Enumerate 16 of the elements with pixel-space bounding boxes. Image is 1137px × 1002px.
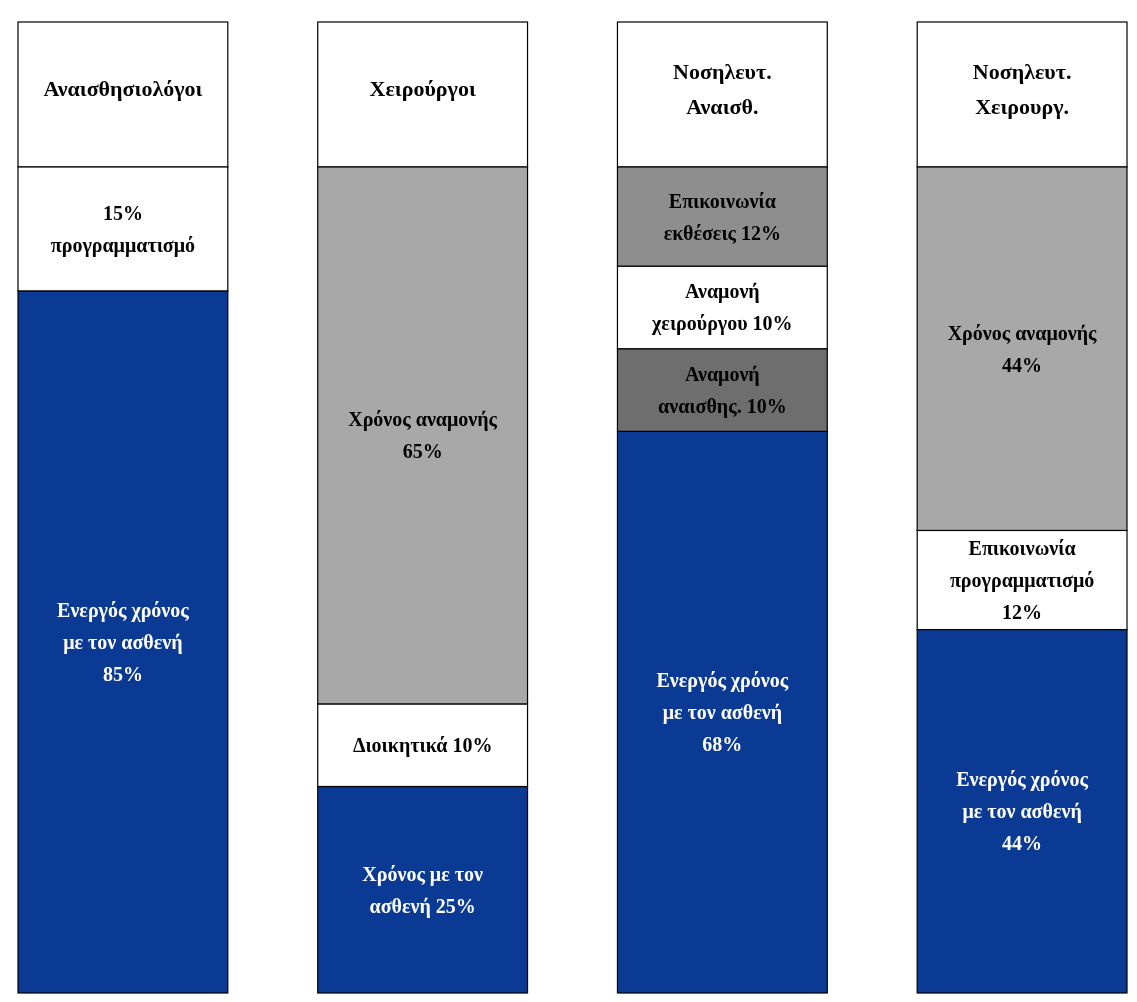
data-label: Επικοινωνία προγραμματισμό 12% xyxy=(949,537,1095,623)
data-label: Ενεργός χρόνος με τον ασθενή 85% xyxy=(57,598,190,685)
data-label: Χρόνος αναμονής 44% xyxy=(947,321,1098,376)
data-label: Χρόνος αναμονής 65% xyxy=(348,408,498,463)
x-tick-label: Χειρούργοι xyxy=(369,76,476,102)
x-tick-label: Νοσηλευτ. Αναισθ. xyxy=(673,58,772,119)
data-label: Επικοινωνία εκθέσεις 12% xyxy=(663,189,782,245)
data-label: Αναμονή αναισθης. 10% xyxy=(658,363,787,419)
data-label: Ενεργός χρόνος με τον ασθενή 68% xyxy=(656,669,789,756)
data-label: 15% προγραμματισμό xyxy=(50,201,196,257)
data-label: Αναμονή χειρούργου 10% xyxy=(651,280,793,336)
data-label: Ενεργός χρόνος με τον ασθενή 44% xyxy=(956,768,1089,855)
data-label: Χρόνος με τον ασθενή 25% xyxy=(362,862,483,918)
data-label: Διοικητικά 10% xyxy=(352,734,493,758)
x-tick-label: Νοσηλευτ. Χειρουργ. xyxy=(972,58,1072,119)
x-tick-label: Αναισθησιολόγοι xyxy=(43,76,203,102)
